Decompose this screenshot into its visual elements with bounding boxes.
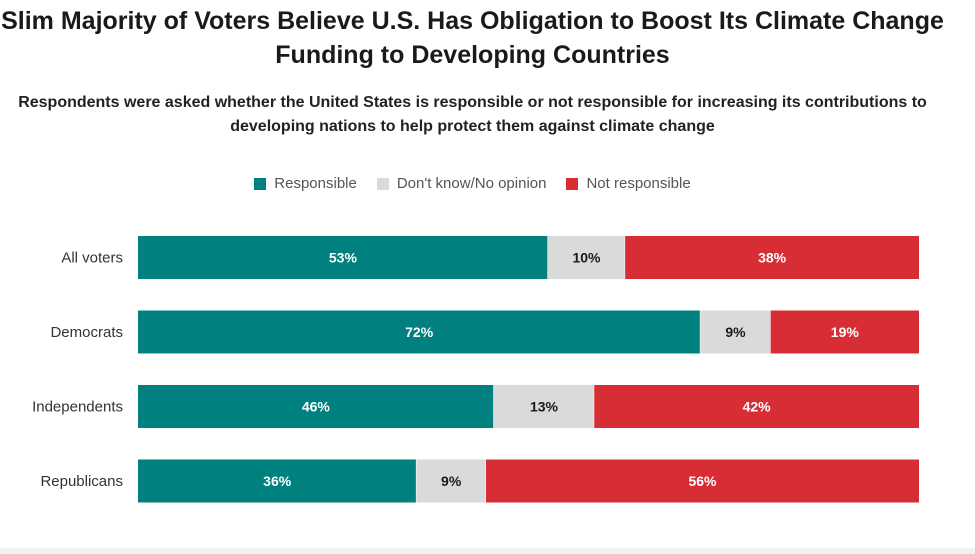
data-label-republicans-don-t-know-no-opinion: 9% <box>441 473 462 489</box>
data-label-all-voters-responsible: 53% <box>329 250 358 266</box>
data-label-independents-responsible: 46% <box>302 399 331 415</box>
data-label-democrats-don-t-know-no-opinion: 9% <box>725 324 746 340</box>
data-label-all-voters-don-t-know-no-opinion: 10% <box>572 250 601 266</box>
data-label-independents-not-responsible: 42% <box>743 399 772 415</box>
category-label-republicans: Republicans <box>40 473 123 490</box>
data-label-republicans-not-responsible: 56% <box>688 473 717 489</box>
bottom-edge <box>0 548 975 554</box>
data-label-democrats-not-responsible: 19% <box>831 324 860 340</box>
category-label-all-voters: All voters <box>61 250 123 267</box>
data-label-democrats-responsible: 72% <box>405 324 434 340</box>
category-label-independents: Independents <box>32 399 123 416</box>
stacked-bar-chart: All voters 53% 10% 38% Democrats 72% 9% 19% Inde… <box>0 0 975 554</box>
data-label-republicans-responsible: 36% <box>263 473 292 489</box>
data-label-independents-don-t-know-no-opinion: 13% <box>530 399 559 415</box>
category-label-democrats: Democrats <box>50 324 123 341</box>
data-label-all-voters-not-responsible: 38% <box>758 250 787 266</box>
